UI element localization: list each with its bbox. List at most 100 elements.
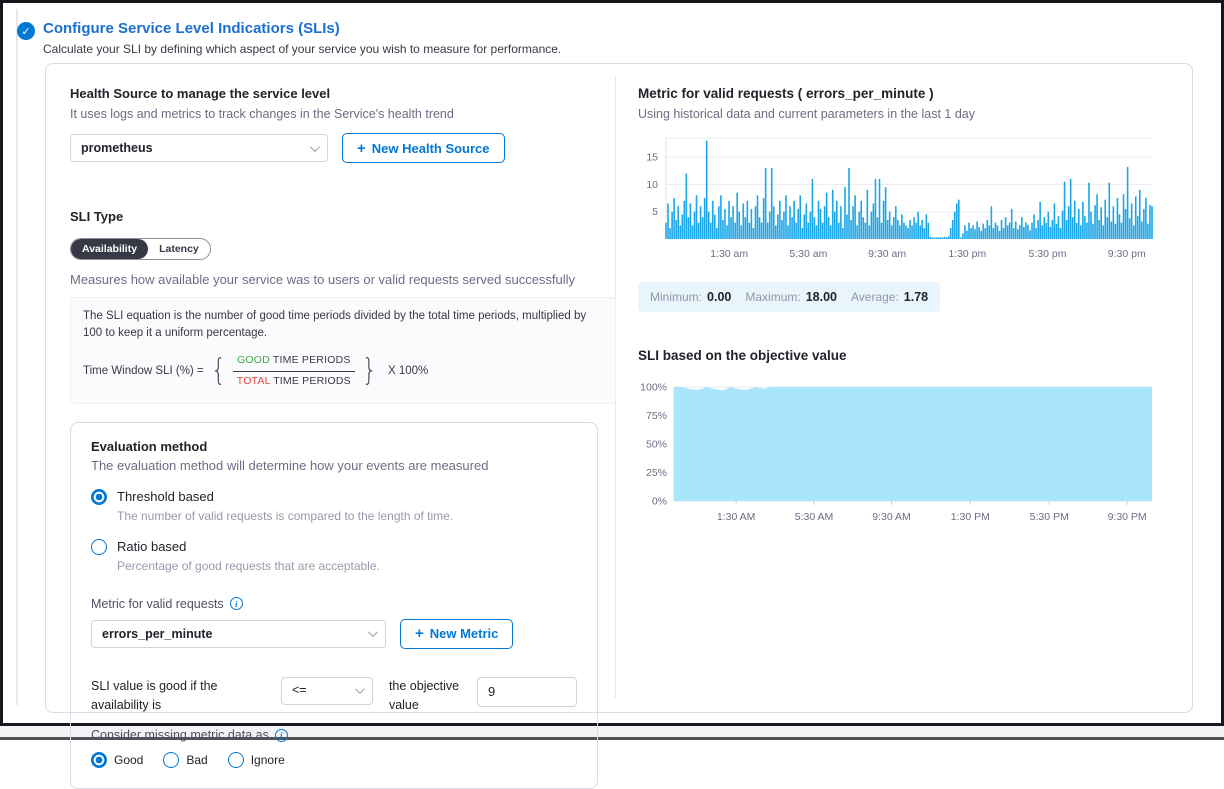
svg-text:5:30 AM: 5:30 AM (795, 511, 834, 523)
radio-missing-bad[interactable]: Bad (163, 752, 208, 769)
svg-text:1:30 am: 1:30 am (710, 248, 748, 260)
health-source-select-value: prometheus (81, 141, 153, 155)
stepper-line (16, 9, 18, 705)
svg-text:1:30 AM: 1:30 AM (717, 511, 756, 523)
svg-text:15: 15 (646, 152, 658, 164)
missing-bad-label: Bad (186, 753, 208, 768)
svg-text:9:30 pm: 9:30 pm (1108, 248, 1146, 260)
chevron-down-icon (367, 627, 378, 638)
stat-average: Average: 1.78 (851, 290, 928, 304)
equation-good: GOOD (237, 354, 270, 367)
radio-ratio-label: Ratio based (117, 539, 187, 555)
svg-text:5: 5 (652, 206, 658, 218)
new-metric-button-label: New Metric (429, 626, 499, 642)
right-brace: } (361, 353, 378, 389)
radio-threshold-based[interactable]: Threshold based (91, 488, 577, 505)
health-source-description: It uses logs and metrics to track change… (70, 107, 454, 121)
metric-chart-subtitle: Using historical data and current parame… (638, 107, 975, 121)
stat-minimum-label: Minimum: (650, 290, 703, 304)
missing-ignore-label: Ignore (250, 753, 285, 768)
missing-data-label: Consider missing metric data as (91, 728, 269, 743)
new-metric-button[interactable]: + New Metric (400, 618, 514, 649)
sli-type-pill-latency[interactable]: Latency (159, 243, 199, 255)
svg-text:1:30 pm: 1:30 pm (948, 248, 986, 260)
step-complete-check-icon: ✓ (17, 22, 35, 40)
radio-ratio-based[interactable]: Ratio based (91, 538, 577, 555)
radio-ratio-description: Percentage of good requests that are acc… (117, 558, 380, 573)
stat-maximum: Maximum: 18.00 (745, 290, 837, 304)
metric-chart: 5 10 15 1:30 am 5:30 am 9:30 am 1:30 pm 5:30 pm… (638, 133, 1168, 270)
svg-text:1:30 PM: 1:30 PM (951, 511, 990, 523)
stat-maximum-value: 18.00 (805, 290, 837, 304)
sli-equation-box: The SLI equation is the number of good t… (70, 297, 616, 404)
objective-condition-row: SLI value is good if the availability is… (91, 676, 577, 715)
sli-chart: 0% 25% 50% 75% 100% 1:30 AM 5:30 AM 9:30 AM 1:30… (638, 379, 1168, 534)
objective-value-input[interactable] (477, 676, 577, 707)
metric-field-label-row: Metric for valid requests i (91, 597, 577, 611)
evaluation-heading: Evaluation method (91, 438, 208, 454)
stat-average-value: 1.78 (903, 290, 929, 304)
condition-suffix-text: the objective value (388, 678, 460, 712)
left-column: Health Source to manage the service leve… (70, 86, 616, 789)
radio-selected-icon (91, 488, 107, 505)
radio-threshold-label: Threshold based (117, 489, 214, 505)
chevron-down-icon (309, 141, 320, 152)
svg-text:5:30 PM: 5:30 PM (1030, 511, 1069, 523)
chevron-down-icon (354, 684, 365, 695)
health-source-select[interactable]: prometheus (70, 134, 328, 162)
operator-select-value: <= (291, 683, 307, 698)
svg-text:5:30 pm: 5:30 pm (1029, 248, 1067, 260)
evaluation-method-card: Evaluation method The evaluation method … (70, 421, 598, 789)
radio-unselected-icon (163, 752, 180, 769)
plus-icon: + (357, 139, 366, 157)
window-bottom-edge (0, 737, 1224, 740)
radio-threshold-description: The number of valid requests is compared… (117, 508, 454, 523)
sli-type-pill-availability[interactable]: Availability (71, 239, 149, 259)
metric-select[interactable]: errors_per_minute (91, 619, 386, 648)
page-subtitle: Calculate your SLI by defining which asp… (43, 42, 562, 56)
svg-text:75%: 75% (646, 410, 667, 422)
sli-type-heading: SLI Type (70, 209, 124, 224)
radio-missing-good[interactable]: Good (91, 752, 144, 769)
metric-select-value: errors_per_minute (102, 626, 213, 641)
svg-text:5:30 am: 5:30 am (789, 248, 827, 260)
svg-text:100%: 100% (640, 382, 667, 394)
new-health-source-button-label: New Health Source (371, 140, 490, 156)
operator-select[interactable]: <= (280, 676, 373, 705)
missing-data-options: Good Bad Ignore (91, 752, 577, 769)
sli-equation-formula: Time Window SLI (%) = { GOOD TIME PERIOD… (83, 349, 603, 393)
metric-field-label: Metric for valid requests (91, 596, 224, 611)
stat-minimum: Minimum: 0.00 (650, 290, 731, 304)
missing-good-label: Good (114, 753, 144, 768)
health-source-heading: Health Source to manage the service leve… (70, 86, 331, 101)
equation-fraction: GOOD TIME PERIODS TOTAL TIME PERIODS (232, 353, 355, 388)
equation-total: TOTAL (236, 374, 271, 387)
page-title: Configure Service Level Indicatiors (SLI… (43, 20, 340, 37)
radio-unselected-icon (227, 752, 244, 769)
svg-text:10: 10 (646, 179, 658, 191)
info-icon[interactable]: i (229, 597, 243, 611)
sli-config-card: Health Source to manage the service leve… (45, 63, 1193, 789)
radio-selected-icon (91, 752, 107, 769)
svg-text:50%: 50% (646, 439, 667, 451)
step-header: ✓ Configure Service Level Indicatiors (S… (17, 20, 561, 56)
condition-prefix-text: SLI value is good if the availability is (91, 678, 218, 712)
svg-text:9:30 AM: 9:30 AM (872, 511, 911, 523)
svg-text:9:30 am: 9:30 am (868, 248, 906, 260)
equation-lhs: Time Window SLI (%) = (83, 364, 204, 377)
svg-text:25%: 25% (646, 467, 667, 479)
new-health-source-button[interactable]: + New Health Source (342, 133, 505, 163)
missing-data-label-row: Consider missing metric data as i (91, 728, 577, 742)
sli-type-pill-group: Availability Latency (70, 238, 211, 260)
radio-missing-ignore[interactable]: Ignore (227, 752, 285, 769)
left-brace: { (210, 353, 226, 389)
stat-average-label: Average: (850, 290, 899, 304)
stat-maximum-label: Maximum: (745, 290, 801, 304)
equation-den-rest: TIME PERIODS (273, 374, 351, 387)
right-column: Metric for valid requests ( errors_per_m… (638, 86, 1168, 534)
evaluation-description: The evaluation method will determine how… (91, 457, 489, 473)
sli-type-description: Measures how available your service was … (70, 272, 576, 287)
metric-chart-title: Metric for valid requests ( errors_per_m… (638, 86, 934, 101)
plus-icon: + (415, 625, 424, 643)
